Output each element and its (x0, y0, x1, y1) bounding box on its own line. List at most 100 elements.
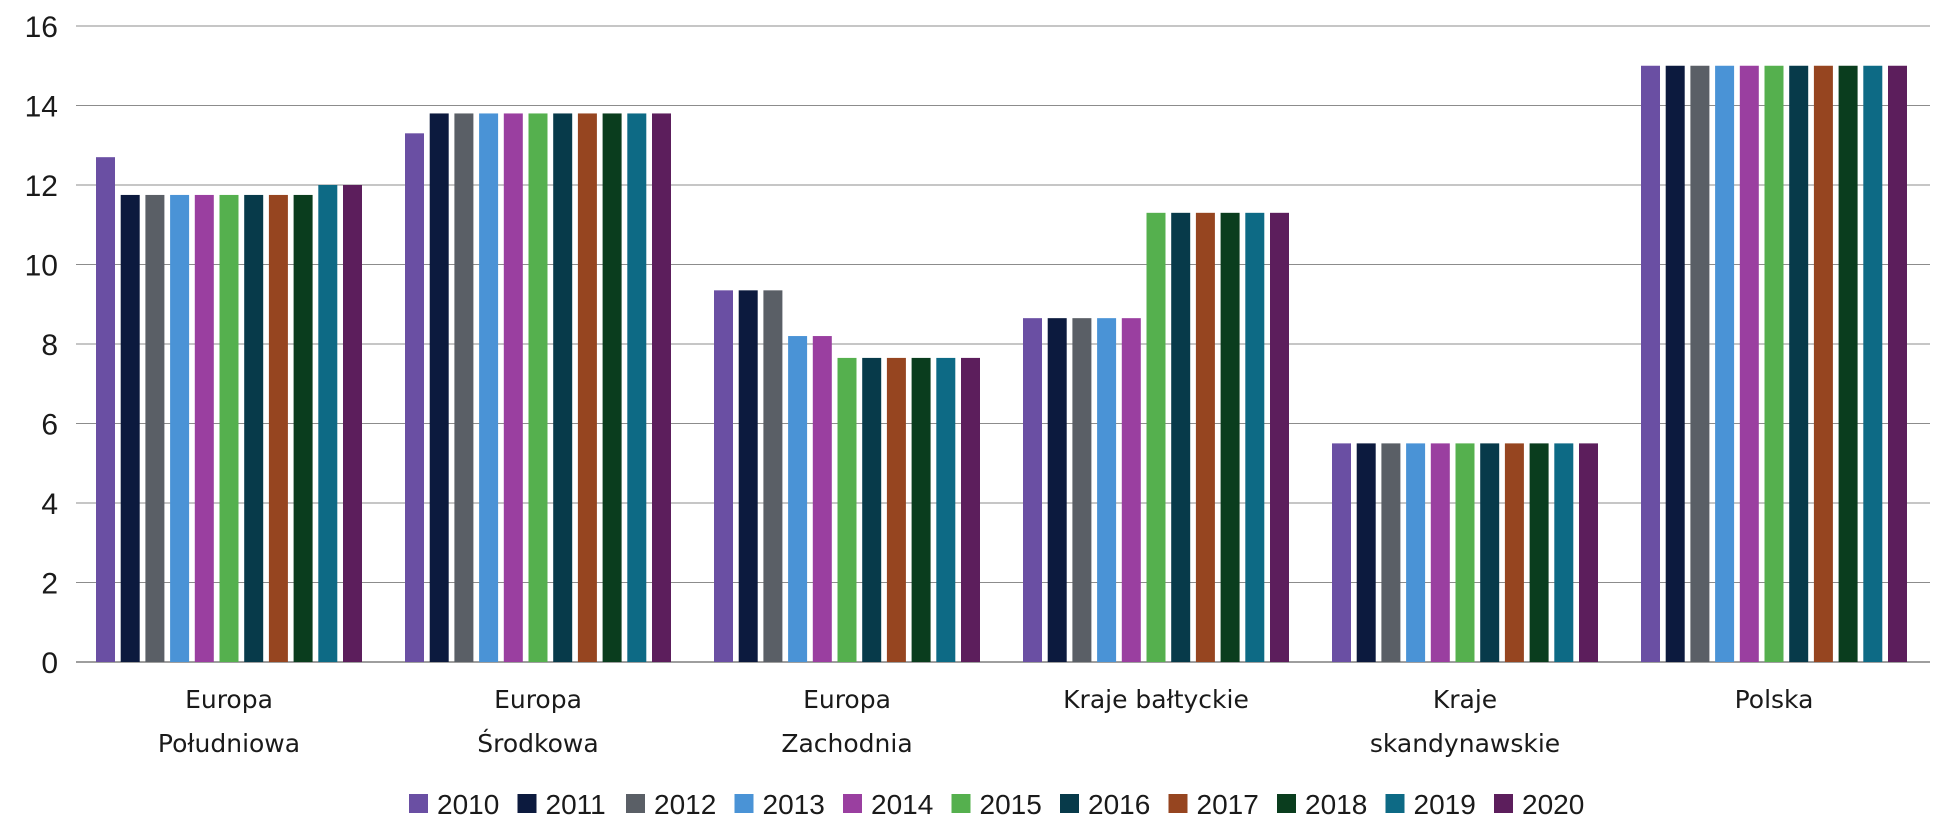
legend-label: 2020 (1522, 789, 1584, 820)
bar (145, 194, 165, 662)
bar (454, 113, 474, 662)
bar (1480, 443, 1500, 663)
bar (1641, 65, 1660, 662)
legend-swatch (1494, 794, 1513, 813)
x-category-label: skandynawskie (1370, 729, 1560, 758)
x-category-label: Kraje (1433, 685, 1497, 714)
bar (429, 113, 449, 662)
bar (1813, 65, 1833, 662)
bar (1195, 212, 1215, 662)
bar (1146, 212, 1166, 662)
gridlines (76, 25, 1930, 663)
x-category-label: Polska (1735, 685, 1814, 714)
bar (837, 357, 857, 662)
bar (318, 185, 338, 662)
bar (1381, 443, 1401, 663)
bar (1764, 65, 1784, 662)
legend-label: 2010 (437, 789, 499, 820)
bar (1739, 65, 1759, 662)
bar (96, 157, 115, 662)
y-tick-label: 4 (41, 488, 58, 521)
bar (652, 113, 671, 662)
legend-label: 2019 (1414, 789, 1476, 820)
bar (1171, 212, 1191, 662)
x-category-label: Europa (803, 685, 891, 714)
bar (268, 194, 288, 662)
legend-swatch (517, 794, 537, 813)
x-category-label: Europa (185, 685, 273, 714)
x-category-label: Południowa (158, 729, 300, 758)
legend-swatch (1385, 794, 1405, 813)
bar (1406, 443, 1426, 663)
x-category-label: Zachodnia (781, 729, 912, 758)
bar (343, 185, 362, 662)
legend-swatch (1060, 794, 1079, 813)
bar (911, 357, 931, 662)
legend-label: 2013 (763, 789, 825, 820)
bar (714, 290, 733, 662)
legend-swatch (1277, 794, 1296, 813)
legend-swatch (1168, 794, 1188, 813)
x-axis: Europa Południowa Europa Środkowa Europa Zach… (158, 685, 1813, 758)
y-tick-label: 16 (25, 11, 58, 44)
bar (1220, 212, 1240, 662)
bar (553, 113, 573, 662)
bar (528, 113, 548, 662)
x-category-label: Kraje bałtyckie (1063, 685, 1249, 714)
bar (293, 194, 313, 662)
bar (503, 113, 523, 662)
legend-label: 2011 (546, 789, 606, 820)
bar (862, 357, 882, 662)
bar (961, 357, 980, 662)
bars (96, 65, 1907, 663)
legend-swatch (409, 794, 428, 813)
legend: 2010 2011 2012 2013 2014 2015 2016 2017 2018 2019… (409, 789, 1584, 820)
bar (936, 357, 956, 662)
bar (1554, 443, 1574, 663)
bar (1789, 65, 1809, 662)
bar (1888, 65, 1907, 662)
legend-label: 2017 (1197, 789, 1259, 820)
bar (244, 194, 264, 662)
bar (1579, 443, 1598, 663)
bar (170, 194, 190, 662)
legend-label: 2014 (871, 789, 933, 820)
y-axis: 0 2 4 6 8 10 12 14 16 (25, 11, 58, 680)
bar (1097, 318, 1117, 662)
legend-swatch (626, 794, 645, 813)
bar (1863, 65, 1883, 662)
bar (1072, 318, 1092, 662)
bar (1332, 443, 1351, 663)
x-category-label: Europa (494, 685, 582, 714)
bar (1121, 318, 1141, 662)
bar (1245, 212, 1265, 662)
bar (1455, 443, 1475, 663)
bar (1690, 65, 1710, 662)
bar (405, 133, 424, 662)
legend-label: 2015 (980, 789, 1042, 820)
bar (1529, 443, 1549, 663)
bar (627, 113, 647, 662)
legend-label: 2016 (1088, 789, 1150, 820)
bar (788, 336, 808, 662)
legend-swatch (951, 794, 971, 813)
bar (763, 290, 783, 662)
legend-label: 2012 (654, 789, 716, 820)
y-tick-label: 8 (41, 329, 58, 362)
y-tick-label: 6 (41, 409, 58, 442)
legend-swatch (734, 794, 754, 813)
bar (219, 194, 239, 662)
bar (1023, 318, 1042, 662)
bar (479, 113, 499, 662)
bar (1047, 318, 1067, 662)
bar (1270, 212, 1289, 662)
bar (1356, 443, 1376, 663)
x-category-label: Środkowa (477, 728, 598, 758)
bar (1715, 65, 1735, 662)
bar (602, 113, 622, 662)
bar (738, 290, 758, 662)
bar (194, 194, 214, 662)
bar (1504, 443, 1524, 663)
bar (886, 357, 906, 662)
